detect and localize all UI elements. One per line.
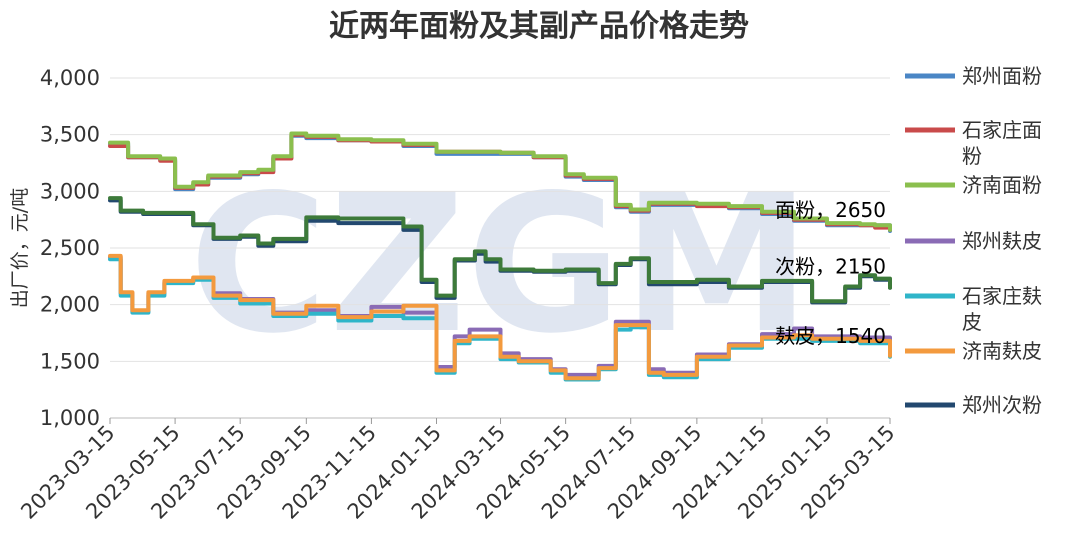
annotation-label: 面粉，2650 xyxy=(775,198,886,222)
y-tick-label: 3,000 xyxy=(40,179,100,203)
series-line-5 xyxy=(108,253,892,381)
series-line-2 xyxy=(108,131,892,232)
y-axis-label: 出厂价，元/吨 xyxy=(9,188,31,308)
annotation-label: 麸皮，1540 xyxy=(775,324,886,348)
y-tick-label: 3,500 xyxy=(40,123,100,147)
y-tick-label: 1,500 xyxy=(40,349,100,373)
y-tick-label: 4,000 xyxy=(40,66,100,90)
legend-label: 石家庄面粉 xyxy=(962,118,1042,168)
annotations: 面粉，2650 次粉，2150 麸皮，1540 xyxy=(775,198,886,348)
chart-title: 近两年面粉及其副产品价格走势 xyxy=(329,9,749,44)
legend-label: 石家庄麸皮 xyxy=(962,284,1042,334)
series-line-7 xyxy=(108,196,892,304)
series-lines xyxy=(108,131,892,382)
series-line-4 xyxy=(108,257,892,382)
y-tick-label: 1,000 xyxy=(40,406,100,430)
y-tick-label: 2,000 xyxy=(40,293,100,317)
legend-label: 郑州麸皮 xyxy=(962,229,1042,253)
annotation-label: 次粉，2150 xyxy=(775,255,886,279)
legend-label: 济南麸皮 xyxy=(962,339,1042,363)
x-axis: 2023-03-152023-05-152023-07-152023-09-15… xyxy=(16,417,900,524)
legend-label: 郑州面粉 xyxy=(962,64,1042,88)
legend-label: 郑州次粉 xyxy=(962,393,1042,417)
legend-label: 济南面粉 xyxy=(962,173,1042,197)
y-tick-label: 2,500 xyxy=(40,236,100,260)
y-axis: 1,000 1,500 2,000 2,500 3,000 3,500 4,000 xyxy=(40,66,100,430)
